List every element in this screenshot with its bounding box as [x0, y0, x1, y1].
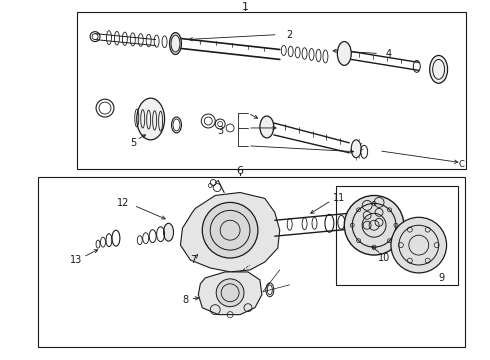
Text: 6: 6: [237, 166, 244, 176]
Text: 11: 11: [333, 193, 345, 203]
Text: 1: 1: [242, 2, 248, 12]
Text: 2: 2: [287, 30, 293, 40]
Bar: [77, 12, 466, 168]
Polygon shape: [198, 272, 262, 315]
Bar: [336, 185, 459, 285]
Text: 8: 8: [182, 295, 189, 305]
Circle shape: [344, 195, 404, 255]
Text: 10: 10: [378, 253, 390, 263]
Bar: [39, 177, 466, 347]
Ellipse shape: [170, 33, 181, 54]
Ellipse shape: [351, 140, 361, 158]
Text: 7: 7: [190, 255, 196, 265]
Text: C: C: [459, 160, 465, 169]
Text: 4: 4: [386, 49, 392, 59]
Ellipse shape: [430, 55, 447, 83]
Circle shape: [202, 202, 258, 258]
Ellipse shape: [137, 98, 165, 140]
Text: 13: 13: [70, 255, 82, 265]
Circle shape: [391, 217, 446, 273]
Polygon shape: [180, 193, 280, 272]
Text: 9: 9: [439, 273, 444, 283]
Text: 3: 3: [217, 126, 223, 136]
Ellipse shape: [337, 41, 351, 66]
Circle shape: [216, 279, 244, 307]
Text: 12: 12: [117, 198, 129, 208]
Text: 5: 5: [131, 138, 137, 148]
Ellipse shape: [164, 223, 173, 241]
Ellipse shape: [260, 116, 274, 138]
